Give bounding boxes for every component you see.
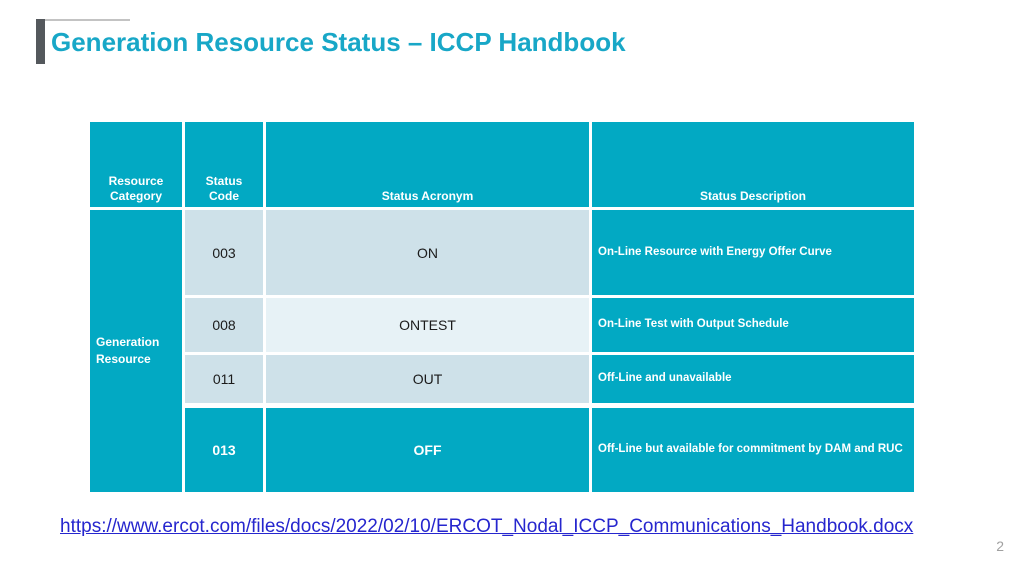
status-code-cell: 013 <box>185 406 263 492</box>
col-header-status-code: Status Code <box>185 122 263 207</box>
handbook-link[interactable]: https://www.ercot.com/files/docs/2022/02… <box>60 516 914 537</box>
status-acronym-cell: OFF <box>266 406 589 492</box>
title-top-line <box>45 19 130 21</box>
status-code-cell: 003 <box>185 210 263 295</box>
status-acronym-cell: ON <box>266 210 589 295</box>
status-description-cell: Off-Line but available for commitment by… <box>592 406 914 492</box>
status-acronym-cell: OUT <box>266 355 589 403</box>
slide-title: Generation Resource Status – ICCP Handbo… <box>51 27 626 57</box>
status-description-cell: On-Line Resource with Energy Offer Curve <box>592 210 914 295</box>
status-acronym-cell: ONTEST <box>266 298 589 352</box>
col-header-status-description: Status Description <box>592 122 914 207</box>
col-header-resource-category: Resource Category <box>90 122 182 207</box>
title-accent-bar <box>36 19 45 64</box>
status-table: Resource Category Status Code Status Acr… <box>90 122 914 492</box>
page-number: 2 <box>996 538 1004 554</box>
status-code-cell: 008 <box>185 298 263 352</box>
status-description-cell: Off-Line and unavailable <box>592 355 914 403</box>
status-description-cell: On-Line Test with Output Schedule <box>592 298 914 352</box>
col-header-status-acronym: Status Acronym <box>266 122 589 207</box>
status-code-cell: 011 <box>185 355 263 403</box>
category-cell: Generation Resource <box>90 210 182 492</box>
